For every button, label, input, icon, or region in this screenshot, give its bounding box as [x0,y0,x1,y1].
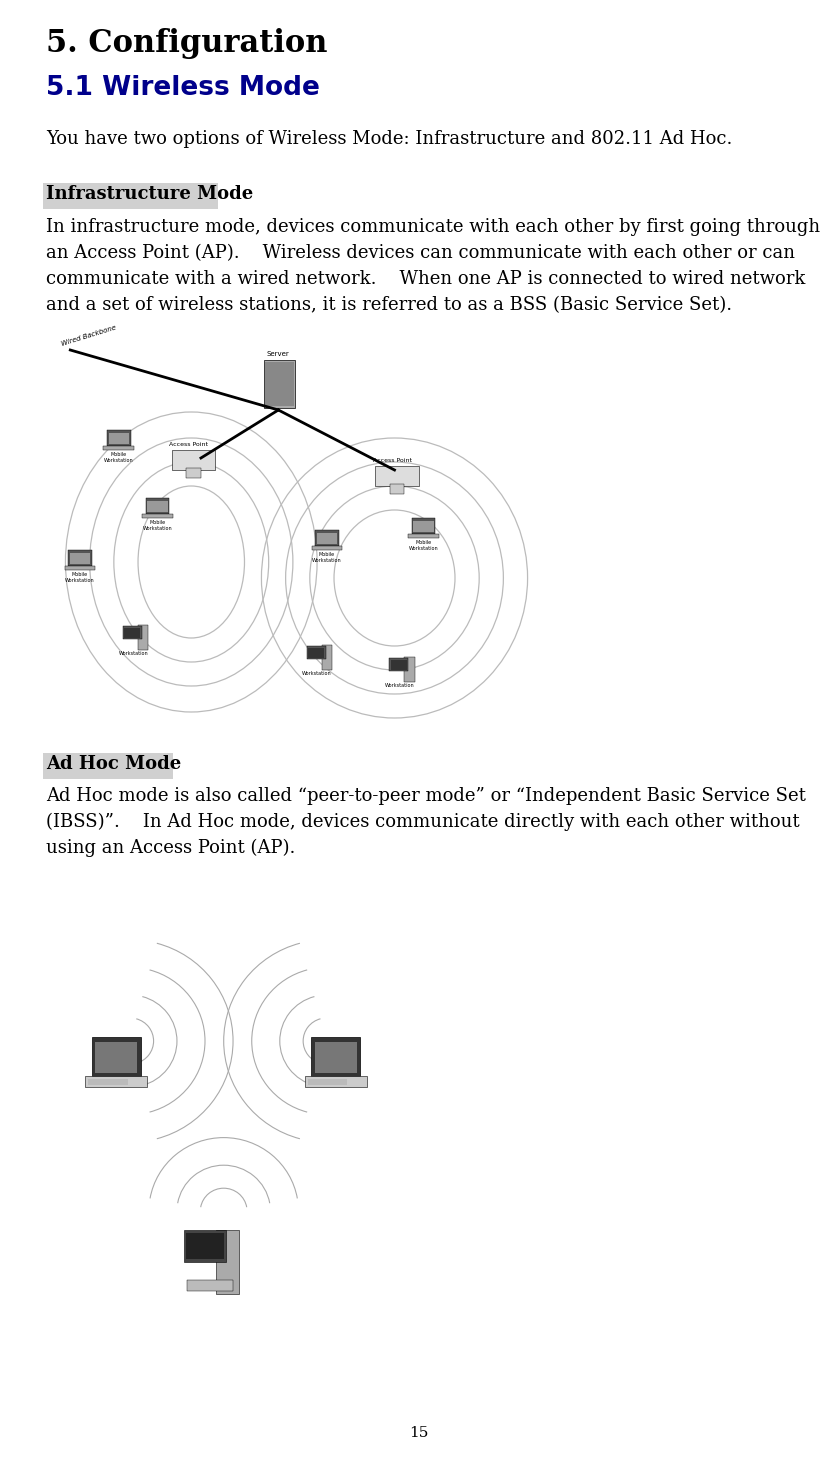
Text: Access Point: Access Point [169,442,209,446]
Text: communicate with a wired network.    When one AP is connected to wired network: communicate with a wired network. When o… [46,270,805,289]
Bar [106,430,131,446]
Text: an Access Point (AP).    Wireless devices can communicate with each other or can: an Access Point (AP). Wireless devices c… [46,245,795,262]
Bar [312,1037,360,1075]
Bar [108,433,129,445]
Bar [91,1037,141,1075]
Bar [264,359,295,408]
Bar [142,514,173,518]
Bar [390,485,404,493]
Bar [405,657,415,682]
Text: Server: Server [266,351,289,356]
Text: Mobile
Workstation: Mobile Workstation [409,541,438,551]
Bar [172,449,215,470]
Text: Access Point: Access Point [373,458,411,463]
Text: Workstation: Workstation [303,672,332,676]
Bar [85,1075,147,1087]
Bar [124,627,141,638]
Bar [146,498,169,514]
Bar [138,625,148,650]
Bar [408,533,439,538]
Text: Mobile
Workstation: Mobile Workstation [312,552,342,563]
Bar [186,468,201,479]
Bar [308,648,324,657]
Bar [322,645,333,670]
Bar [43,183,218,209]
Bar [95,1041,137,1072]
Text: Wired Backbone: Wired Backbone [60,324,117,348]
Text: Workstation: Workstation [385,683,414,688]
Text: using an Access Point (AP).: using an Access Point (AP). [46,840,296,857]
Bar [413,520,434,532]
Bar [70,552,91,564]
Bar [375,465,419,486]
Text: Mobile
Workstation: Mobile Workstation [104,452,133,463]
Text: Ad Hoc Mode: Ad Hoc Mode [46,756,181,773]
Bar [307,647,325,658]
Text: Ad Hoc mode is also called “peer-to-peer mode” or “Independent Basic Service Set: Ad Hoc mode is also called “peer-to-peer… [46,787,806,806]
Text: In infrastructure mode, devices communicate with each other by first going throu: In infrastructure mode, devices communic… [46,218,820,236]
Text: and a set of wireless stations, it is referred to as a BSS (Basic Service Set).: and a set of wireless stations, it is re… [46,296,732,314]
Text: 5.1 Wireless Mode: 5.1 Wireless Mode [46,75,320,102]
Text: (IBSS)”.    In Ad Hoc mode, devices communicate directly with each other without: (IBSS)”. In Ad Hoc mode, devices communi… [46,813,799,831]
Bar [389,658,408,670]
Bar [186,1233,224,1259]
Bar [184,1230,226,1262]
Bar [68,551,92,566]
Text: 15: 15 [409,1426,429,1441]
Bar [147,501,168,513]
Text: You have two options of Wireless Mode: Infrastructure and 802.11 Ad Hoc.: You have two options of Wireless Mode: I… [46,130,732,147]
Bar [411,518,436,533]
Bar [265,362,294,407]
Bar [123,626,142,639]
Text: Mobile
Workstation: Mobile Workstation [142,520,172,530]
Bar [216,1230,239,1293]
Bar [305,1075,367,1087]
Bar [43,753,173,779]
Bar [103,446,134,449]
Bar [308,1078,347,1086]
Bar [315,530,339,546]
Bar [391,660,406,670]
Bar [88,1078,127,1086]
Bar [65,566,96,570]
Bar [314,1041,357,1072]
Text: 5. Configuration: 5. Configuration [46,28,328,59]
Bar [317,533,337,545]
Text: Workstation: Workstation [118,651,148,657]
Bar [187,1280,233,1290]
Text: Infrastructure Mode: Infrastructure Mode [46,186,253,203]
Text: Mobile
Workstation: Mobile Workstation [65,572,95,583]
Bar [312,546,342,549]
Bar [208,1236,218,1246]
